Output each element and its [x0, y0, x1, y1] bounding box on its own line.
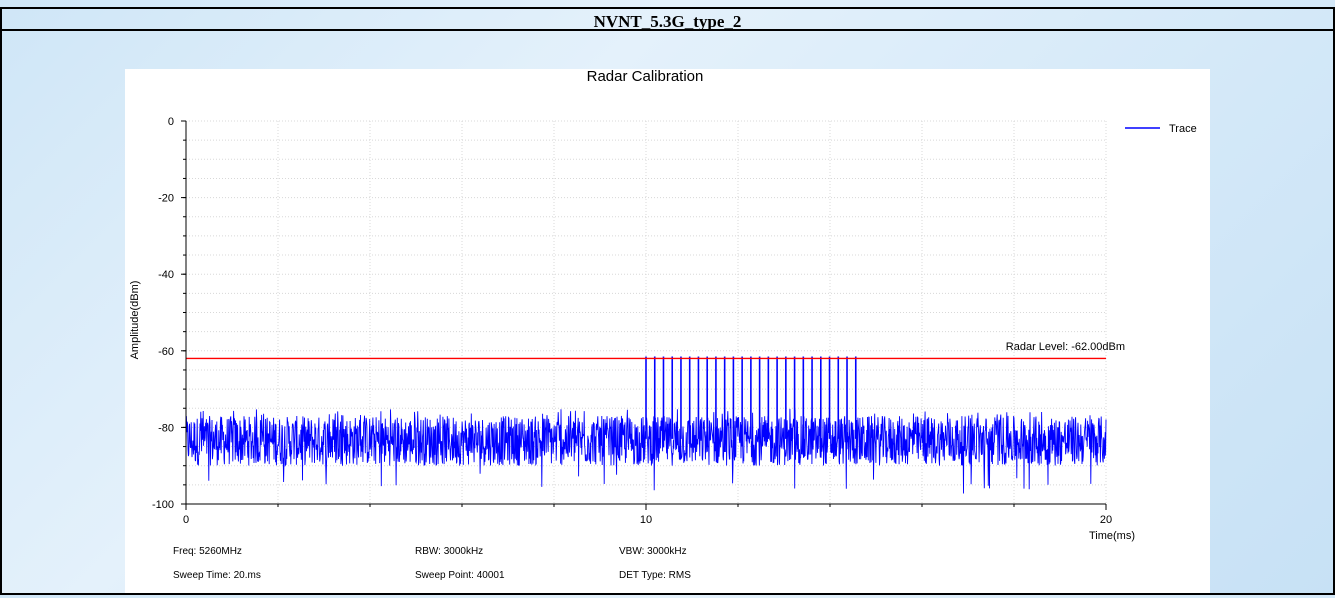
x-tick-label: 20	[1100, 514, 1112, 526]
x-tick-label: 10	[640, 514, 652, 526]
legend: Trace	[1125, 123, 1197, 135]
measurement-info-text: Sweep Point: 40001	[415, 570, 505, 581]
radar-calibration-chart: Radar Calibration 0 -20 -40 -60 -80 -100 0 10 20…	[129, 68, 1197, 581]
x-axis-label: Time(ms)	[1089, 530, 1135, 542]
measurement-info: Freq: 5260MHz RBW: 3000kHz VBW: 3000kHz Swe…	[173, 546, 691, 581]
y-axis-label: Amplitude(dBm)	[129, 281, 141, 360]
y-tick-label: 0	[168, 116, 174, 128]
page-title: NVNT_5.3G_type_2	[2, 9, 1333, 31]
y-tick-label: -80	[158, 422, 174, 434]
radar-level-label: Radar Level: -62.00dBm	[1006, 341, 1125, 353]
measurement-info-text: Freq: 5260MHz	[173, 546, 242, 557]
measurement-info-text: Sweep Time: 20.ms	[173, 570, 261, 581]
x-tick-label: 0	[183, 514, 189, 526]
measurement-info-text: VBW: 3000kHz	[619, 546, 687, 557]
y-tick-label: -20	[158, 193, 174, 205]
legend-label-trace: Trace	[1169, 123, 1197, 135]
chart-panel: Radar Calibration 0 -20 -40 -60 -80 -100 0 10 20…	[125, 68, 1210, 593]
y-tick-label: -40	[158, 269, 174, 281]
measurement-info-text: RBW: 3000kHz	[415, 546, 483, 557]
plot-area	[185, 356, 1107, 494]
grid	[185, 120, 1107, 505]
axes: 0 -20 -40 -60 -80 -100 0 10 20	[152, 116, 1112, 526]
y-tick-label: -100	[152, 499, 174, 511]
measurement-info-text: DET Type: RMS	[619, 570, 691, 581]
y-tick-label: -60	[158, 346, 174, 358]
chart-title: Radar Calibration	[587, 69, 704, 85]
